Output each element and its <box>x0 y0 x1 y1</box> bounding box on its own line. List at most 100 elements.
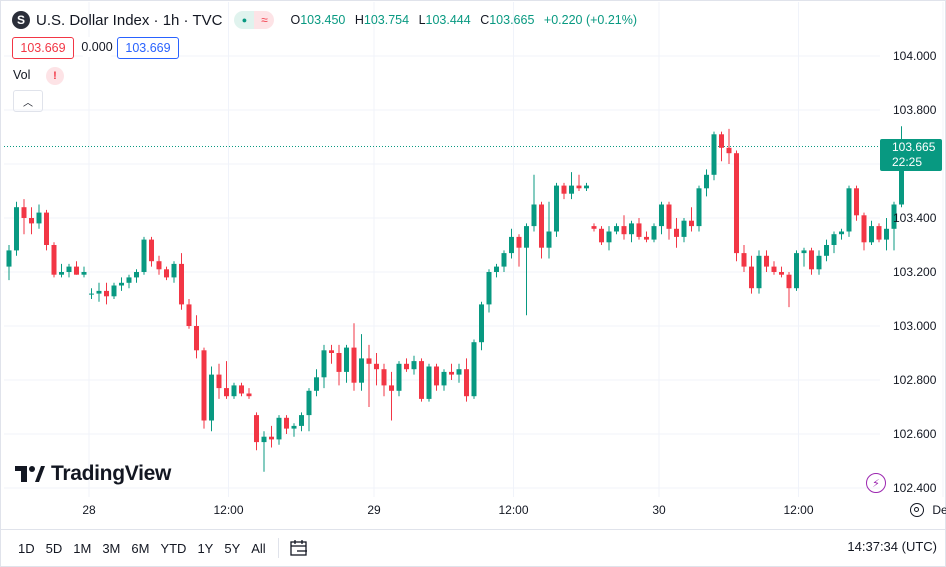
candle-body <box>801 250 807 254</box>
candle-body <box>224 388 229 397</box>
candle <box>509 228 514 259</box>
candle <box>674 218 679 248</box>
candle-body <box>381 369 387 386</box>
candle-body <box>809 250 814 270</box>
time-tick-label: 12:00 <box>783 503 813 517</box>
candle-body <box>351 347 357 383</box>
candle <box>119 277 124 291</box>
open-value: 103.450 <box>300 13 346 27</box>
chevron-up-icon: ︿ <box>23 97 33 109</box>
candle-body <box>276 417 282 440</box>
candle-body <box>141 239 147 272</box>
candle <box>606 226 612 251</box>
candle-body <box>854 188 859 216</box>
price-axis[interactable]: 104.000103.800103.600103.400103.200103.0… <box>893 49 937 495</box>
candle <box>531 174 537 232</box>
tradingview-logo[interactable]: TradingView <box>15 462 171 486</box>
settings-gear-icon[interactable] <box>910 503 924 517</box>
candle <box>426 363 432 402</box>
candle <box>104 282 109 305</box>
calendar-range-icon[interactable] <box>289 539 309 557</box>
candle <box>651 223 657 243</box>
sell-price-box[interactable]: 103.669 <box>12 37 74 59</box>
candle-body <box>629 223 634 235</box>
candle-body <box>771 266 777 272</box>
candle-body <box>824 245 829 256</box>
candle <box>381 363 387 397</box>
candle <box>231 382 237 399</box>
market-open-icon[interactable]: ● <box>234 11 255 29</box>
close-value: 103.665 <box>489 13 535 27</box>
candle <box>636 218 642 240</box>
candle-body <box>674 228 679 237</box>
symbol-icon[interactable]: S <box>12 11 30 29</box>
candle <box>621 215 627 240</box>
range-button-1d[interactable]: 1D <box>18 540 35 556</box>
tradingview-logo-icon <box>15 466 45 482</box>
candle-body <box>734 153 739 254</box>
candle <box>569 172 574 200</box>
candle <box>524 223 529 316</box>
candle-body <box>314 377 319 391</box>
candle <box>59 263 64 278</box>
candle <box>659 201 664 235</box>
range-button-3m[interactable]: 3M <box>102 540 121 556</box>
candle-body <box>794 253 799 289</box>
candle-body <box>689 220 694 227</box>
range-button-6m[interactable]: 6M <box>131 540 150 556</box>
candle-body <box>539 204 544 248</box>
collapse-button[interactable]: ︿ <box>13 90 43 112</box>
buy-price-box[interactable]: 103.669 <box>117 37 179 59</box>
range-button-1y[interactable]: 1Y <box>197 540 214 556</box>
range-button-5y[interactable]: 5Y <box>224 540 241 556</box>
lightning-icon[interactable]: ⚡ <box>866 473 886 493</box>
candle <box>756 250 762 294</box>
range-button-ytd[interactable]: YTD <box>160 540 187 556</box>
candle <box>291 423 297 437</box>
candle-body <box>231 385 237 397</box>
candle <box>66 263 72 278</box>
candle-body <box>164 269 169 278</box>
compare-icon[interactable]: ≈ <box>254 11 275 29</box>
utc-clock[interactable]: 14:37:34 (UTC) <box>847 539 937 554</box>
spread-value: 0.000 <box>81 37 113 57</box>
range-button-5d[interactable]: 5D <box>45 540 63 556</box>
candle-body <box>396 363 402 391</box>
candle <box>126 274 132 289</box>
candle-body <box>119 282 124 286</box>
warning-icon[interactable]: ! <box>46 67 64 85</box>
market-status-pill[interactable]: ● ≈ <box>234 11 275 29</box>
candle-body <box>269 436 274 440</box>
candle-body <box>839 231 844 235</box>
candle-body <box>44 212 49 245</box>
range-button-all[interactable]: All <box>251 540 266 556</box>
candle-body <box>419 361 424 399</box>
time-tick-label: 28 <box>82 503 96 517</box>
candle-body <box>884 228 889 240</box>
volume-indicator-label[interactable]: Vol <box>13 68 31 82</box>
candle <box>854 185 859 221</box>
candle <box>494 263 499 278</box>
high-value: 103.754 <box>363 13 410 27</box>
candle-body <box>449 371 454 375</box>
candle <box>546 201 552 259</box>
candle <box>734 150 739 262</box>
range-button-1m[interactable]: 1M <box>73 540 92 556</box>
candle-body <box>306 390 312 416</box>
candle <box>741 245 747 272</box>
candle <box>419 358 424 402</box>
candle <box>314 369 319 397</box>
candle <box>719 131 724 162</box>
candle-body <box>14 207 19 251</box>
price-tick-label: 104.000 <box>893 49 937 63</box>
candle-body <box>389 385 394 391</box>
candle-body <box>74 266 79 275</box>
candle <box>479 301 484 351</box>
candle-body <box>599 228 604 243</box>
candle-body <box>336 353 342 372</box>
symbol-title[interactable]: U.S. Dollar Index · 1h · TVC <box>36 11 223 29</box>
candle <box>681 218 687 243</box>
bar-countdown: 22:25 <box>892 155 923 169</box>
